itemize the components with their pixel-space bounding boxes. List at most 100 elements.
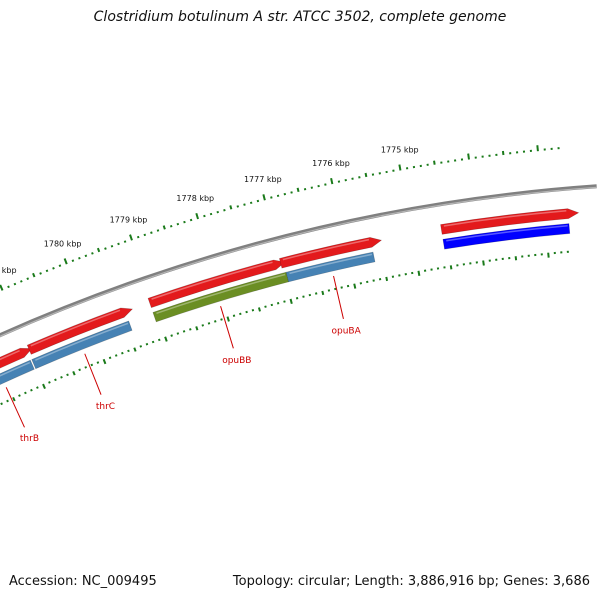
inner-tick (176, 332, 180, 335)
inner-tick (547, 252, 550, 258)
ruler-label: 1775 kbp (381, 145, 419, 154)
gene-leader-line (5, 387, 25, 428)
inner-tick (264, 305, 267, 308)
ruler-tick (58, 264, 62, 268)
ruler-tick (433, 160, 436, 165)
inner-tick (108, 356, 112, 360)
ruler-tick (209, 212, 213, 216)
inner-tick (121, 351, 124, 355)
ruler-tick (236, 205, 240, 208)
gene-leader-line (333, 275, 344, 320)
inner-tick (189, 328, 192, 331)
cds-feature-shine (289, 253, 373, 275)
inner-tick (6, 399, 9, 403)
gene-feature[interactable] (26, 307, 134, 355)
ruler-label: 1778 kbp (176, 194, 214, 203)
gene-label-thrB[interactable]: thrB (20, 434, 39, 444)
inner-tick (232, 314, 236, 317)
inner-tick (127, 349, 130, 353)
inner-tick (42, 383, 46, 390)
ruler-tick (223, 208, 226, 212)
inner-tick (114, 354, 118, 357)
ruler-tick (243, 203, 246, 206)
cds-feature[interactable] (442, 223, 571, 250)
inner-tick (270, 303, 274, 307)
ruler-tick (45, 269, 49, 273)
inner-tick (182, 330, 186, 333)
gene-feature[interactable] (440, 208, 580, 235)
ruler-tick (195, 212, 199, 220)
inner-tick (133, 347, 137, 352)
inner-tick (102, 358, 107, 365)
gene-label-thrC[interactable]: thrC (96, 402, 115, 412)
ruler-tick (162, 225, 166, 230)
ruler-tick (183, 220, 186, 224)
ruler-tick (63, 258, 68, 265)
inner-tick (245, 310, 248, 314)
cds-feature[interactable] (0, 359, 35, 393)
ruler-tick (129, 234, 133, 241)
ruler-tick (176, 222, 180, 226)
ruler-tick (32, 272, 36, 278)
gene-feature[interactable] (0, 347, 33, 380)
ruler-tick (143, 233, 147, 237)
ruler-label: 1779 kbp (110, 215, 148, 224)
inner-tick (276, 302, 280, 305)
gene-label-opuBB[interactable]: opuBB (222, 356, 251, 366)
inner-tick (54, 378, 57, 382)
ruler-tick (203, 214, 206, 218)
cds-feature[interactable] (31, 320, 133, 370)
ruler-tick (296, 187, 300, 193)
inner-tick (207, 322, 211, 325)
ruler-tick (26, 277, 30, 281)
ruler-tick (78, 256, 81, 260)
gene-label-opuBA[interactable]: opuBA (331, 327, 361, 337)
ruler-tick (189, 218, 193, 222)
gene-track (0, 208, 580, 380)
gene-feature[interactable] (147, 259, 286, 309)
ruler-tick (467, 153, 470, 160)
inner-tick (72, 370, 76, 376)
inner-tick (66, 373, 69, 377)
ruler-label: 1777 kbp (244, 175, 282, 184)
ruler-tick (536, 145, 539, 152)
ruler-tick (91, 252, 94, 255)
gene-feature-shine (151, 261, 273, 300)
inner-tick (18, 394, 21, 397)
inner-tick (96, 361, 100, 364)
inner-tick (78, 368, 81, 372)
gene-labels: homapkthrBthrCopuBBopuBA (5, 275, 362, 444)
genome-backbone-highlight (0, 186, 597, 338)
cds-feature-shine (446, 224, 568, 242)
inner-tick (213, 320, 217, 323)
ruler-tick (249, 201, 253, 205)
ruler-tick (330, 177, 334, 185)
ruler-tick (169, 224, 173, 228)
gene-feature-shine (282, 238, 370, 261)
inner-tick (48, 381, 51, 384)
inner-tick (385, 276, 389, 282)
cds-feature[interactable] (285, 251, 376, 283)
ruler-tick (110, 244, 114, 248)
inner-tick (164, 336, 168, 342)
ruler-tick (96, 247, 101, 253)
inner-tick (30, 388, 33, 392)
genome-summary: Topology: circular; Length: 3,886,916 bp… (232, 574, 590, 589)
ruler-label: 1776 kbp (312, 159, 350, 168)
inner-tick (449, 265, 453, 270)
ruler-tick (364, 172, 368, 178)
inner-tick (257, 307, 261, 312)
cds-feature[interactable] (152, 271, 289, 323)
ruler-tick (216, 210, 219, 214)
ruler-label: 1780 kbp (44, 239, 82, 248)
inner-tick (84, 366, 88, 369)
cds-feature-shine (156, 273, 286, 315)
ruler-labels: 1775 kbp 1776 kbp 1777 kbp 1778 kbp 1779 kbp… (0, 145, 419, 275)
inner-tick (482, 260, 485, 266)
gene-feature[interactable] (279, 237, 383, 269)
inner-tick (90, 363, 94, 367)
gene-leader-line (220, 306, 234, 349)
accession-text: Accession: NC_009495 (9, 574, 157, 589)
inner-tick (0, 402, 3, 406)
